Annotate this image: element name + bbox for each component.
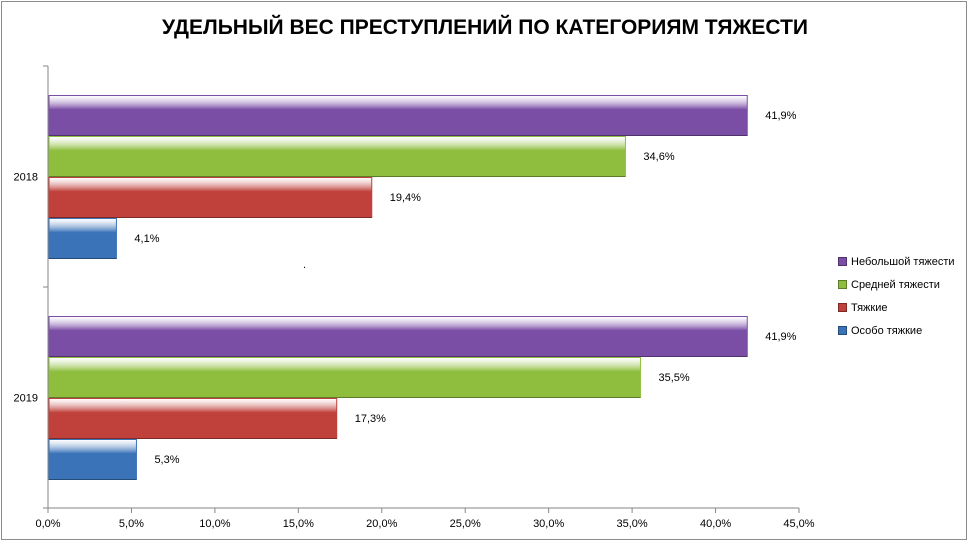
legend-label: Средней тяжести [851, 278, 940, 291]
x-tick-label: 5,0% [119, 518, 144, 530]
y-category-label: 2018 [14, 172, 38, 184]
bar [48, 136, 626, 177]
legend-item: Небольшой тяжести [838, 250, 955, 273]
x-tick-label: 30,0% [533, 518, 564, 530]
bar [48, 218, 117, 259]
chart-title: УДЕЛЬНЫЙ ВЕС ПРЕСТУПЛЕНИЙ ПО КАТЕГОРИЯМ … [162, 16, 808, 39]
data-label: 5,3% [154, 454, 179, 466]
x-tick-label: 40,0% [700, 518, 731, 530]
bar [48, 177, 373, 218]
x-tick-label: 0,0% [35, 518, 60, 530]
x-tick-label: 15,0% [283, 518, 314, 530]
legend-swatch [838, 326, 847, 335]
x-tick-label: 20,0% [366, 518, 397, 530]
y-category-label: 2019 [14, 393, 38, 405]
x-tick-label: 25,0% [450, 518, 481, 530]
bar [48, 357, 641, 398]
x-tick-label: 45,0% [783, 518, 814, 530]
chart-legend: Небольшой тяжести Средней тяжести Тяжкие Ос… [838, 250, 955, 342]
data-label: 19,4% [390, 192, 421, 204]
bar [48, 95, 748, 136]
data-label: 35,5% [658, 372, 689, 384]
legend-swatch [838, 280, 847, 289]
legend-item: Средней тяжести [838, 273, 955, 296]
data-label: 41,9% [765, 110, 796, 122]
legend-label: Тяжкие [851, 301, 888, 314]
x-tick-label: 35,0% [617, 518, 648, 530]
data-label: 34,6% [643, 151, 674, 163]
legend-swatch [838, 257, 847, 266]
legend-label: Особо тяжкие [851, 324, 923, 337]
data-label: 4,1% [134, 233, 159, 245]
legend-item: Особо тяжкие [838, 319, 955, 342]
legend-label: Небольшой тяжести [851, 255, 955, 268]
data-label: 41,9% [765, 331, 796, 343]
bar [48, 439, 137, 480]
annotation-dot: . [303, 259, 306, 271]
data-label: 17,3% [355, 413, 386, 425]
legend-swatch [838, 303, 847, 312]
x-tick-label: 10,0% [199, 518, 230, 530]
bar [48, 398, 338, 439]
legend-item: Тяжкие [838, 296, 955, 319]
bar [48, 316, 748, 357]
